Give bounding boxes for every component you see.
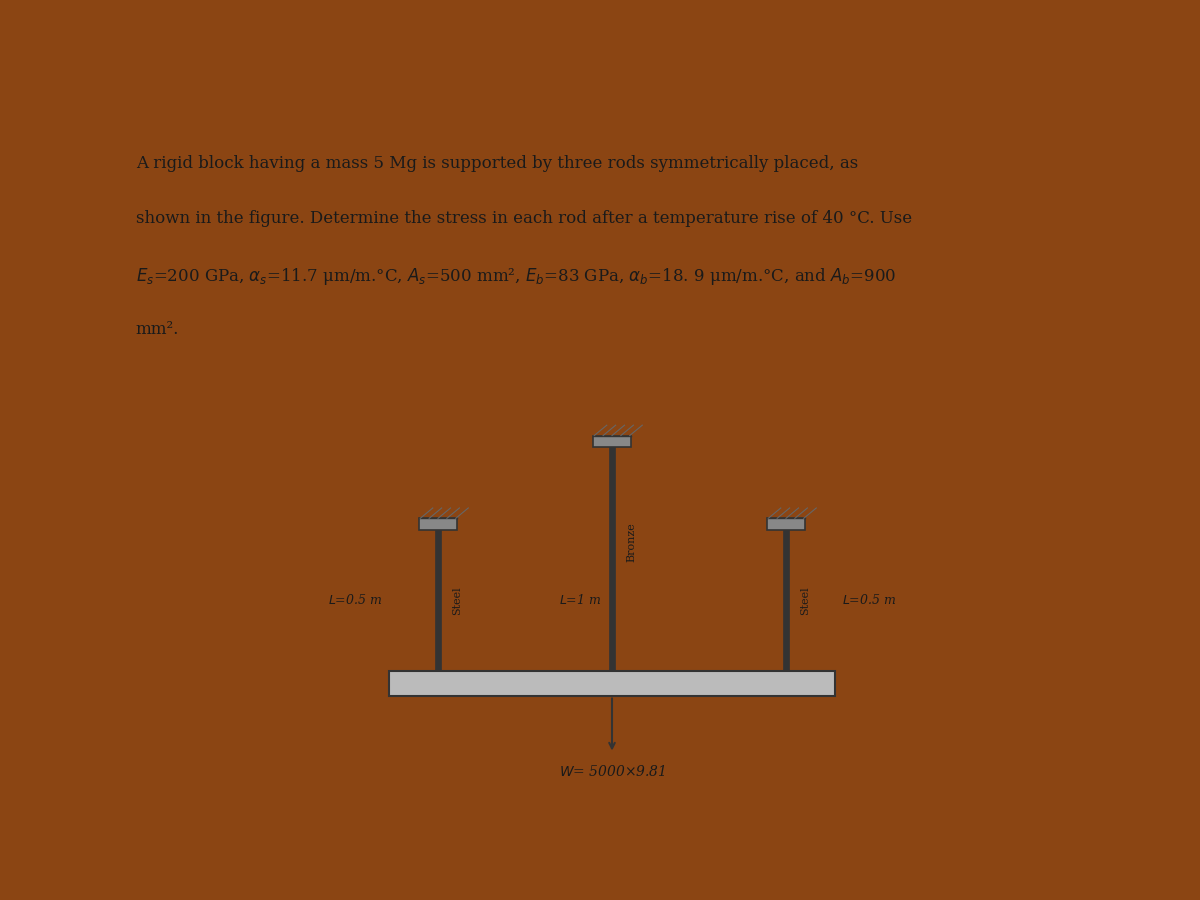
Text: $W$= 5000×9.81: $W$= 5000×9.81 xyxy=(559,764,665,778)
Bar xyxy=(434,530,442,670)
Bar xyxy=(389,670,835,696)
Bar xyxy=(419,518,457,530)
Text: shown in the figure. Determine the stress in each rod after a temperature rise o: shown in the figure. Determine the stres… xyxy=(136,211,912,227)
Bar xyxy=(593,436,631,447)
Bar xyxy=(782,530,790,670)
Text: $L$=0.5 m: $L$=0.5 m xyxy=(841,593,896,608)
Text: mm².: mm². xyxy=(136,321,179,338)
Text: $L$=1 m: $L$=1 m xyxy=(559,593,601,608)
Text: Steel: Steel xyxy=(800,586,810,615)
Bar xyxy=(608,447,616,670)
Text: $L$=0.5 m: $L$=0.5 m xyxy=(328,593,383,608)
Text: A rigid block having a mass 5 Mg is supported by three rods symmetrically placed: A rigid block having a mass 5 Mg is supp… xyxy=(136,155,858,172)
Text: $E_s$=200 GPa, $\alpha_s$=11.7 μm/m.°C, $A_s$=500 mm², $E_b$=83 GPa, $\alpha_b$=: $E_s$=200 GPa, $\alpha_s$=11.7 μm/m.°C, … xyxy=(136,266,896,287)
Text: Steel: Steel xyxy=(452,586,462,615)
Text: Bronze: Bronze xyxy=(626,523,636,562)
Bar xyxy=(767,518,805,530)
